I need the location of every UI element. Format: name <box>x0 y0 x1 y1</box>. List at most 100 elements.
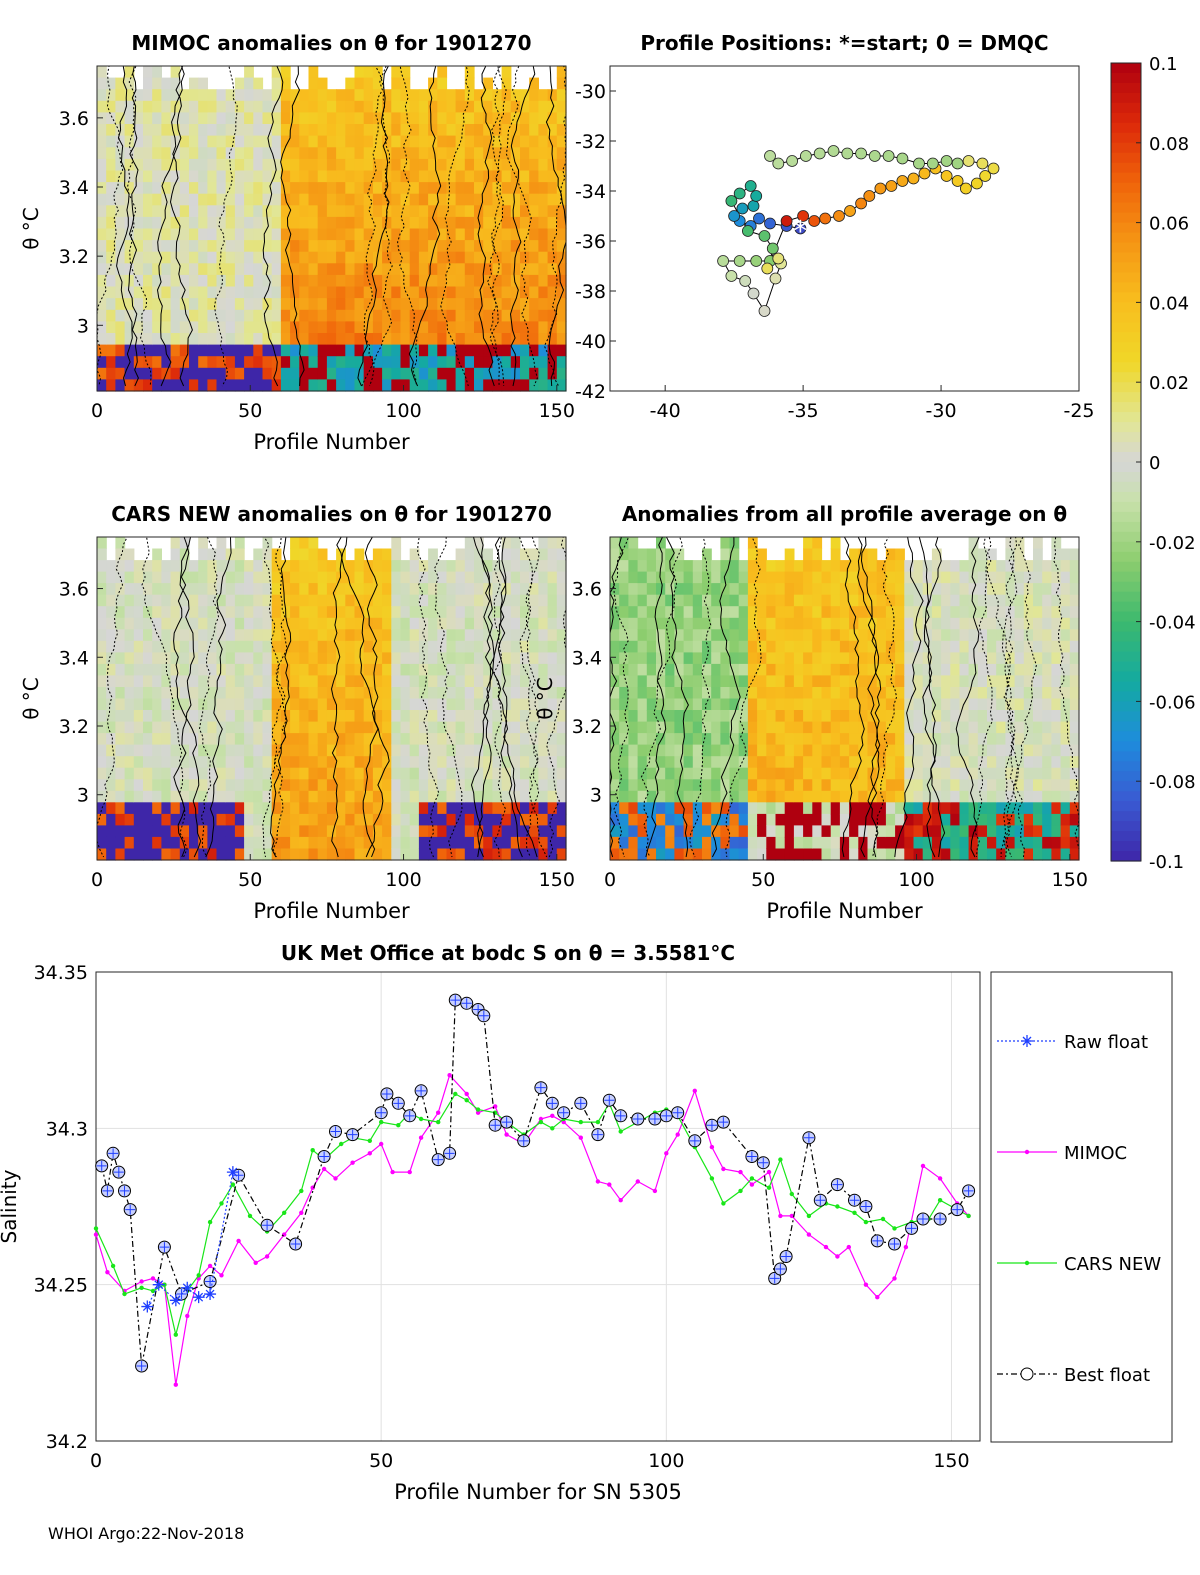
heat-cell <box>207 286 218 299</box>
best-float-point-cross <box>718 1117 729 1128</box>
heat-cell <box>326 594 337 607</box>
heat-cell <box>904 767 915 780</box>
heat-cell <box>207 147 218 160</box>
heat-cell <box>556 767 567 780</box>
colorbar-segment <box>1111 841 1141 852</box>
heat-cell <box>290 733 300 746</box>
heat-cell <box>152 89 162 102</box>
heat-cell <box>253 135 264 148</box>
heat-cell <box>757 721 767 734</box>
heat-cell <box>1023 802 1034 815</box>
heat-cell <box>803 790 813 803</box>
heat-cell <box>803 640 813 653</box>
heat-cell <box>326 652 337 665</box>
heat-cell <box>216 548 227 561</box>
heat-cell <box>437 147 448 160</box>
heat-cell <box>354 606 365 619</box>
heat-cell <box>812 744 823 757</box>
heat-cell <box>665 652 675 665</box>
heat-cell <box>152 66 162 79</box>
heat-cell <box>492 802 503 815</box>
heat-cell <box>317 240 328 253</box>
heat-cell <box>950 710 961 723</box>
heat-cell <box>501 756 512 769</box>
heat-cell <box>198 112 208 125</box>
heat-cell <box>354 89 365 102</box>
heat-cell <box>234 733 245 746</box>
heat-cell <box>729 687 740 700</box>
heat-cell <box>382 710 392 723</box>
heat-cell <box>793 733 804 746</box>
y-tick-label: 3.2 <box>59 716 89 738</box>
heat-cell <box>812 698 823 711</box>
heat-cell <box>244 147 254 160</box>
heat-cell <box>437 100 448 113</box>
profile-position-marker <box>769 272 782 285</box>
heat-cell <box>308 356 319 369</box>
heat-cell <box>189 663 199 676</box>
heat-cell <box>455 286 466 299</box>
heat-cell <box>977 548 988 561</box>
heat-cell <box>538 594 549 607</box>
heat-cell <box>152 333 162 346</box>
colorbar: 0.10.080.060.040.020-0.02-0.04-0.06-0.08… <box>1110 54 1196 873</box>
heat-cell <box>363 571 374 584</box>
heat-cell <box>711 836 721 849</box>
heat-cell <box>913 698 924 711</box>
heat-cell <box>520 333 530 346</box>
heat-cell <box>520 147 530 160</box>
heat-cell <box>510 617 521 630</box>
heat-cell <box>133 124 144 137</box>
heat-cell <box>821 756 832 769</box>
heat-cell <box>428 158 438 172</box>
heat-cell <box>464 135 475 148</box>
heat-cell <box>959 825 970 838</box>
x-axis-label: Profile Number for SN 5305 <box>394 1480 682 1504</box>
heat-cell <box>959 836 970 849</box>
heat-cell <box>280 228 291 241</box>
heat-cell <box>812 733 823 746</box>
heat-cell <box>133 813 144 826</box>
heat-cell <box>1023 790 1034 803</box>
heat-cell <box>354 263 365 276</box>
heat-cell <box>446 652 457 665</box>
heat-cell <box>492 321 503 334</box>
heat-cell <box>400 240 411 253</box>
heat-cell <box>968 617 979 630</box>
profile-position-marker <box>772 157 785 170</box>
heat-cell <box>143 356 153 369</box>
heat-cell <box>876 606 887 619</box>
heat-cell <box>556 309 567 322</box>
best-float-point-cross <box>775 1264 786 1275</box>
heat-cell <box>115 698 126 711</box>
cars-new-point <box>230 1182 236 1187</box>
heat-cell <box>354 356 365 369</box>
heat-cell <box>216 594 227 607</box>
heat-cell <box>492 274 503 288</box>
heat-cell <box>455 802 466 815</box>
heat-cell <box>326 629 337 642</box>
best-float-point-cross <box>558 1107 569 1118</box>
heat-cell <box>858 733 869 746</box>
heat-cell <box>189 333 199 346</box>
heat-cell <box>363 205 374 218</box>
heat-cell <box>198 790 208 803</box>
heat-cell <box>207 790 218 803</box>
heat-cell <box>133 298 144 311</box>
heat-cell <box>839 710 850 723</box>
heat-cell <box>253 825 264 838</box>
heat-cell <box>280 629 291 642</box>
heat-cell <box>97 274 107 288</box>
heat-cell <box>170 825 181 838</box>
heat-cell <box>702 813 712 826</box>
heat-cell <box>885 548 896 561</box>
contour-line <box>509 65 536 387</box>
colorbar-tick-label: 0.02 <box>1149 373 1189 394</box>
heat-cell <box>143 571 153 584</box>
heat-cell <box>1033 813 1043 826</box>
heat-cell <box>290 216 300 230</box>
heat-cell <box>225 790 236 803</box>
y-tick-label: 3.4 <box>59 647 89 669</box>
heat-cell <box>363 216 374 230</box>
heat-cell <box>464 77 475 90</box>
